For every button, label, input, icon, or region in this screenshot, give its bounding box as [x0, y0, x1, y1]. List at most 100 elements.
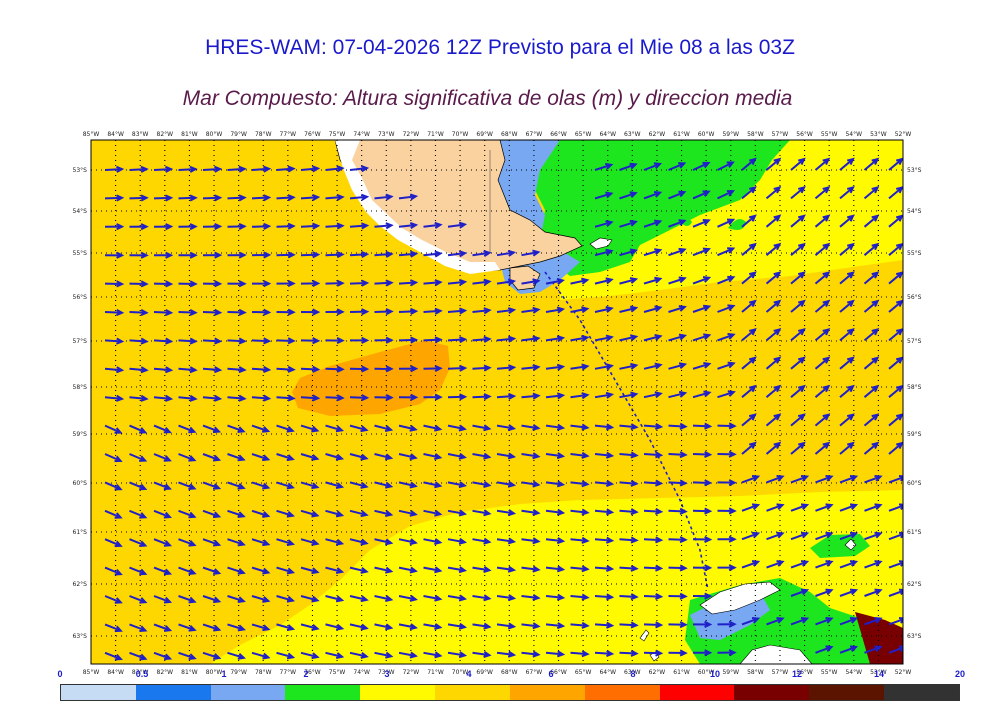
wave-arrow: [766, 474, 785, 484]
wave-arrow: [325, 538, 345, 546]
longitude-label: 60°W: [698, 131, 715, 138]
wave-arrow: [178, 165, 198, 173]
wave-arrow: [472, 364, 492, 372]
wave-arrow: [815, 645, 834, 654]
longitude-label: 61°W: [673, 131, 690, 138]
wave-arrow: [496, 278, 517, 286]
wave-arrow: [374, 566, 394, 574]
wave-arrow: [472, 335, 492, 343]
wave-arrow: [692, 620, 713, 628]
latitude-label: 56°S: [73, 294, 88, 301]
wave-arrow: [104, 280, 125, 288]
wave-arrow: [619, 391, 639, 399]
wave-arrow: [545, 650, 566, 658]
colorbar-swatch: [809, 685, 885, 700]
wave-arrow: [104, 481, 123, 491]
wave-arrow: [521, 650, 541, 658]
wave-arrow: [668, 190, 687, 200]
wave-arrow: [643, 564, 664, 572]
wave-arrow: [325, 424, 345, 433]
wave-arrow: [447, 424, 467, 432]
latitude-label: 57°S: [907, 338, 922, 345]
wave-arrow: [349, 509, 369, 518]
wave-arrow: [398, 193, 419, 201]
wave-arrow: [300, 165, 321, 173]
wave-arrow: [765, 327, 782, 342]
wave-arrow: [178, 337, 198, 345]
wave-arrow: [472, 424, 492, 432]
longitude-label: 78°W: [255, 131, 272, 138]
wave-arrow: [251, 165, 272, 173]
wave-arrow: [447, 307, 468, 315]
wave-arrow: [374, 538, 394, 546]
wave-arrow: [839, 616, 859, 626]
wave-arrow: [227, 366, 247, 374]
wave-arrow: [643, 536, 664, 544]
drake-boundary-line: [544, 271, 709, 591]
wave-arrow: [374, 453, 394, 461]
wave-arrow: [594, 536, 615, 544]
longitude-label: 60°W: [698, 669, 715, 676]
wave-arrow: [594, 565, 615, 573]
wave-arrow: [863, 413, 880, 427]
wave-arrow: [814, 157, 831, 171]
wave-arrow: [325, 651, 345, 660]
wave-arrow: [692, 390, 712, 399]
wave-arrow: [814, 214, 831, 228]
wave-arrow: [202, 394, 223, 402]
wave-arrow: [766, 560, 785, 569]
wave-arrow: [545, 537, 566, 545]
wave-arrow: [276, 509, 295, 518]
wave-arrow: [692, 535, 713, 543]
colorbar-swatch: [360, 685, 436, 700]
wave-arrow: [129, 165, 149, 173]
wave-arrow: [496, 424, 517, 432]
wave-arrow: [741, 299, 757, 313]
wave-zone-green-islet: [810, 534, 870, 558]
wave-arrow: [398, 509, 418, 517]
wave-arrow: [643, 219, 663, 228]
wave-arrow: [594, 423, 615, 431]
longitude-label: 68°W: [501, 669, 518, 676]
longitude-label: 70°W: [452, 131, 469, 138]
wave-arrow: [594, 305, 614, 313]
colorbar-swatch: [734, 685, 810, 700]
wave-arrow: [349, 336, 370, 344]
wave-arrow: [104, 366, 125, 374]
wave-arrow: [741, 271, 757, 285]
longitude-label: 74°W: [353, 131, 370, 138]
wave-arrow: [325, 365, 345, 373]
longitude-label: 57°W: [772, 669, 789, 676]
wave-arrow: [692, 218, 711, 228]
longitude-label: 53°W: [870, 669, 887, 676]
wave-arrow: [888, 242, 903, 256]
longitude-label: 58°W: [747, 669, 764, 676]
wave-arrow: [153, 481, 172, 491]
wave-arrow: [276, 538, 295, 546]
wave-arrow: [374, 279, 394, 287]
wave-arrow: [398, 566, 418, 574]
wave-arrow: [202, 595, 222, 604]
wave-arrow: [423, 481, 443, 489]
wave-arrow: [178, 251, 198, 259]
wave-arrow: [349, 651, 369, 659]
wave-arrow: [521, 593, 541, 601]
wave-arrow: [178, 481, 197, 490]
wave-arrow: [668, 451, 688, 459]
wave-arrow: [594, 593, 615, 601]
wave-arrow: [251, 337, 272, 345]
wave-arrow: [227, 394, 247, 402]
wave-arrow: [643, 276, 663, 285]
wave-arrow: [570, 480, 590, 488]
wave-arrow: [300, 538, 320, 546]
colorbar-label: 8: [630, 669, 636, 679]
wave-arrow: [374, 651, 394, 659]
wave-arrow: [839, 157, 855, 171]
longitude-label: 73°W: [378, 669, 395, 676]
wave-arrow: [839, 474, 859, 484]
wave-arrow: [741, 327, 757, 342]
longitude-label: 53°W: [870, 131, 887, 138]
wave-arrow: [325, 222, 345, 230]
wave-arrow: [668, 162, 687, 171]
